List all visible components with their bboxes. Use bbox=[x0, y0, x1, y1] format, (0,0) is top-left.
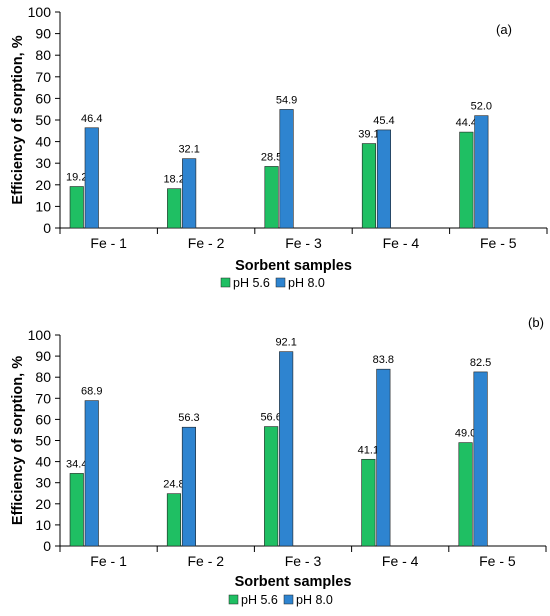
y-axis-title: Efficiency of sorption, % bbox=[10, 356, 26, 525]
data-label: 46.4 bbox=[81, 113, 102, 125]
y-tick-label: 90 bbox=[35, 26, 51, 42]
y-tick-label: 30 bbox=[35, 155, 51, 171]
bar-ph80 bbox=[376, 368, 391, 547]
bar-ph56 bbox=[458, 442, 473, 547]
bar-ph56 bbox=[459, 131, 474, 229]
bar-ph80 bbox=[279, 109, 294, 229]
data-label: 34.4 bbox=[66, 458, 87, 470]
chart-a: 0 10 20 30 40 50 60 70 80 90 100 19.2 46.4 Fe - 1 18.2… bbox=[10, 4, 548, 290]
legend-label-ph80: pH 8.0 bbox=[296, 593, 333, 607]
y-axis-title: Efficiency of sorption, % bbox=[10, 35, 26, 204]
data-label: 19.2 bbox=[66, 172, 87, 184]
legend-label-ph56: pH 5.6 bbox=[241, 593, 278, 607]
legend-label-ph56: pH 5.6 bbox=[233, 276, 270, 290]
x-tick-label: Fe - 3 bbox=[285, 553, 322, 569]
data-label: 41.1 bbox=[358, 444, 379, 456]
x-tick-label: Fe - 1 bbox=[90, 553, 127, 569]
bar-ph80 bbox=[84, 127, 99, 229]
bar-ph80 bbox=[473, 371, 488, 547]
legend-swatch-ph80 bbox=[283, 594, 294, 605]
y-tick-label: 70 bbox=[35, 69, 51, 85]
panel-label: (a) bbox=[496, 22, 512, 37]
bar-ph80 bbox=[279, 351, 294, 547]
x-tick-label: Fe - 3 bbox=[285, 235, 322, 251]
y-tick-label: 40 bbox=[35, 454, 51, 470]
bar-ph56 bbox=[166, 493, 181, 547]
y-tick-label: 80 bbox=[35, 369, 51, 385]
bar-ph56 bbox=[69, 473, 84, 547]
data-label: 68.9 bbox=[81, 386, 102, 398]
y-tick-label: 20 bbox=[35, 496, 51, 512]
y-tick-label: 50 bbox=[35, 112, 51, 128]
y-tick-label: 20 bbox=[35, 177, 51, 193]
x-tick-label: Fe - 2 bbox=[188, 553, 225, 569]
y-tick-label: 60 bbox=[35, 90, 51, 106]
bar-ph56 bbox=[264, 426, 279, 547]
panel-label: (b) bbox=[528, 315, 544, 330]
y-tick-label: 30 bbox=[35, 475, 51, 491]
x-tick-label: Fe - 1 bbox=[90, 235, 127, 251]
data-label: 82.5 bbox=[470, 357, 491, 369]
bar-ph80 bbox=[182, 158, 197, 229]
y-tick-label: 50 bbox=[35, 433, 51, 449]
x-tick-label: Fe - 2 bbox=[188, 235, 225, 251]
y-tick-label: 60 bbox=[35, 411, 51, 427]
legend-swatch-ph56 bbox=[228, 594, 239, 605]
legend-swatch-ph80 bbox=[275, 277, 286, 288]
data-label: 32.1 bbox=[178, 144, 199, 156]
y-tick-label: 10 bbox=[35, 517, 51, 533]
legend-swatch-ph56 bbox=[220, 277, 231, 288]
data-label: 39.1 bbox=[358, 129, 379, 141]
chart-b: 0 10 20 30 40 50 60 70 80 90 100 34.4 68.9 Fe - 1 24.8… bbox=[10, 315, 547, 607]
y-tick-label: 10 bbox=[35, 198, 51, 214]
y-tick-label: 100 bbox=[28, 4, 52, 20]
data-label: 45.4 bbox=[373, 115, 394, 127]
data-label: 56.3 bbox=[178, 412, 199, 424]
x-tick-label: Fe - 5 bbox=[479, 553, 516, 569]
bar-ph80 bbox=[376, 129, 392, 229]
data-label: 83.8 bbox=[373, 354, 394, 366]
y-tick-label: 90 bbox=[35, 348, 51, 364]
data-label: 49.0 bbox=[455, 428, 476, 440]
data-label: 18.2 bbox=[163, 174, 184, 186]
data-label: 54.9 bbox=[276, 94, 297, 106]
bar-ph56 bbox=[264, 166, 279, 229]
bar-ph80 bbox=[474, 115, 489, 229]
x-tick-label: Fe - 4 bbox=[383, 235, 420, 251]
x-tick-label: Fe - 4 bbox=[382, 553, 419, 569]
bar-ph80 bbox=[84, 400, 99, 547]
bar-ph80 bbox=[181, 426, 196, 547]
bar-ph56 bbox=[167, 188, 182, 229]
data-label: 92.1 bbox=[275, 337, 296, 349]
y-tick-label: 80 bbox=[35, 47, 51, 63]
data-label: 52.0 bbox=[471, 101, 492, 113]
x-axis-title: Sorbent samples bbox=[235, 574, 352, 590]
y-tick-label: 100 bbox=[28, 327, 52, 343]
y-tick-label: 0 bbox=[43, 220, 51, 236]
data-label: 24.8 bbox=[163, 479, 184, 491]
data-label: 44.4 bbox=[456, 117, 477, 129]
legend-label-ph80: pH 8.0 bbox=[288, 276, 325, 290]
bar-ph56 bbox=[361, 143, 377, 229]
bar-ph56 bbox=[361, 458, 376, 547]
y-tick-label: 70 bbox=[35, 390, 51, 406]
y-tick-label: 0 bbox=[43, 538, 51, 554]
y-tick-label: 40 bbox=[35, 134, 51, 150]
bar-ph56 bbox=[69, 186, 84, 229]
data-label: 56.6 bbox=[260, 412, 281, 424]
data-label: 28.5 bbox=[261, 151, 282, 163]
x-tick-label: Fe - 5 bbox=[480, 235, 517, 251]
x-axis-title: Sorbent samples bbox=[235, 258, 352, 274]
